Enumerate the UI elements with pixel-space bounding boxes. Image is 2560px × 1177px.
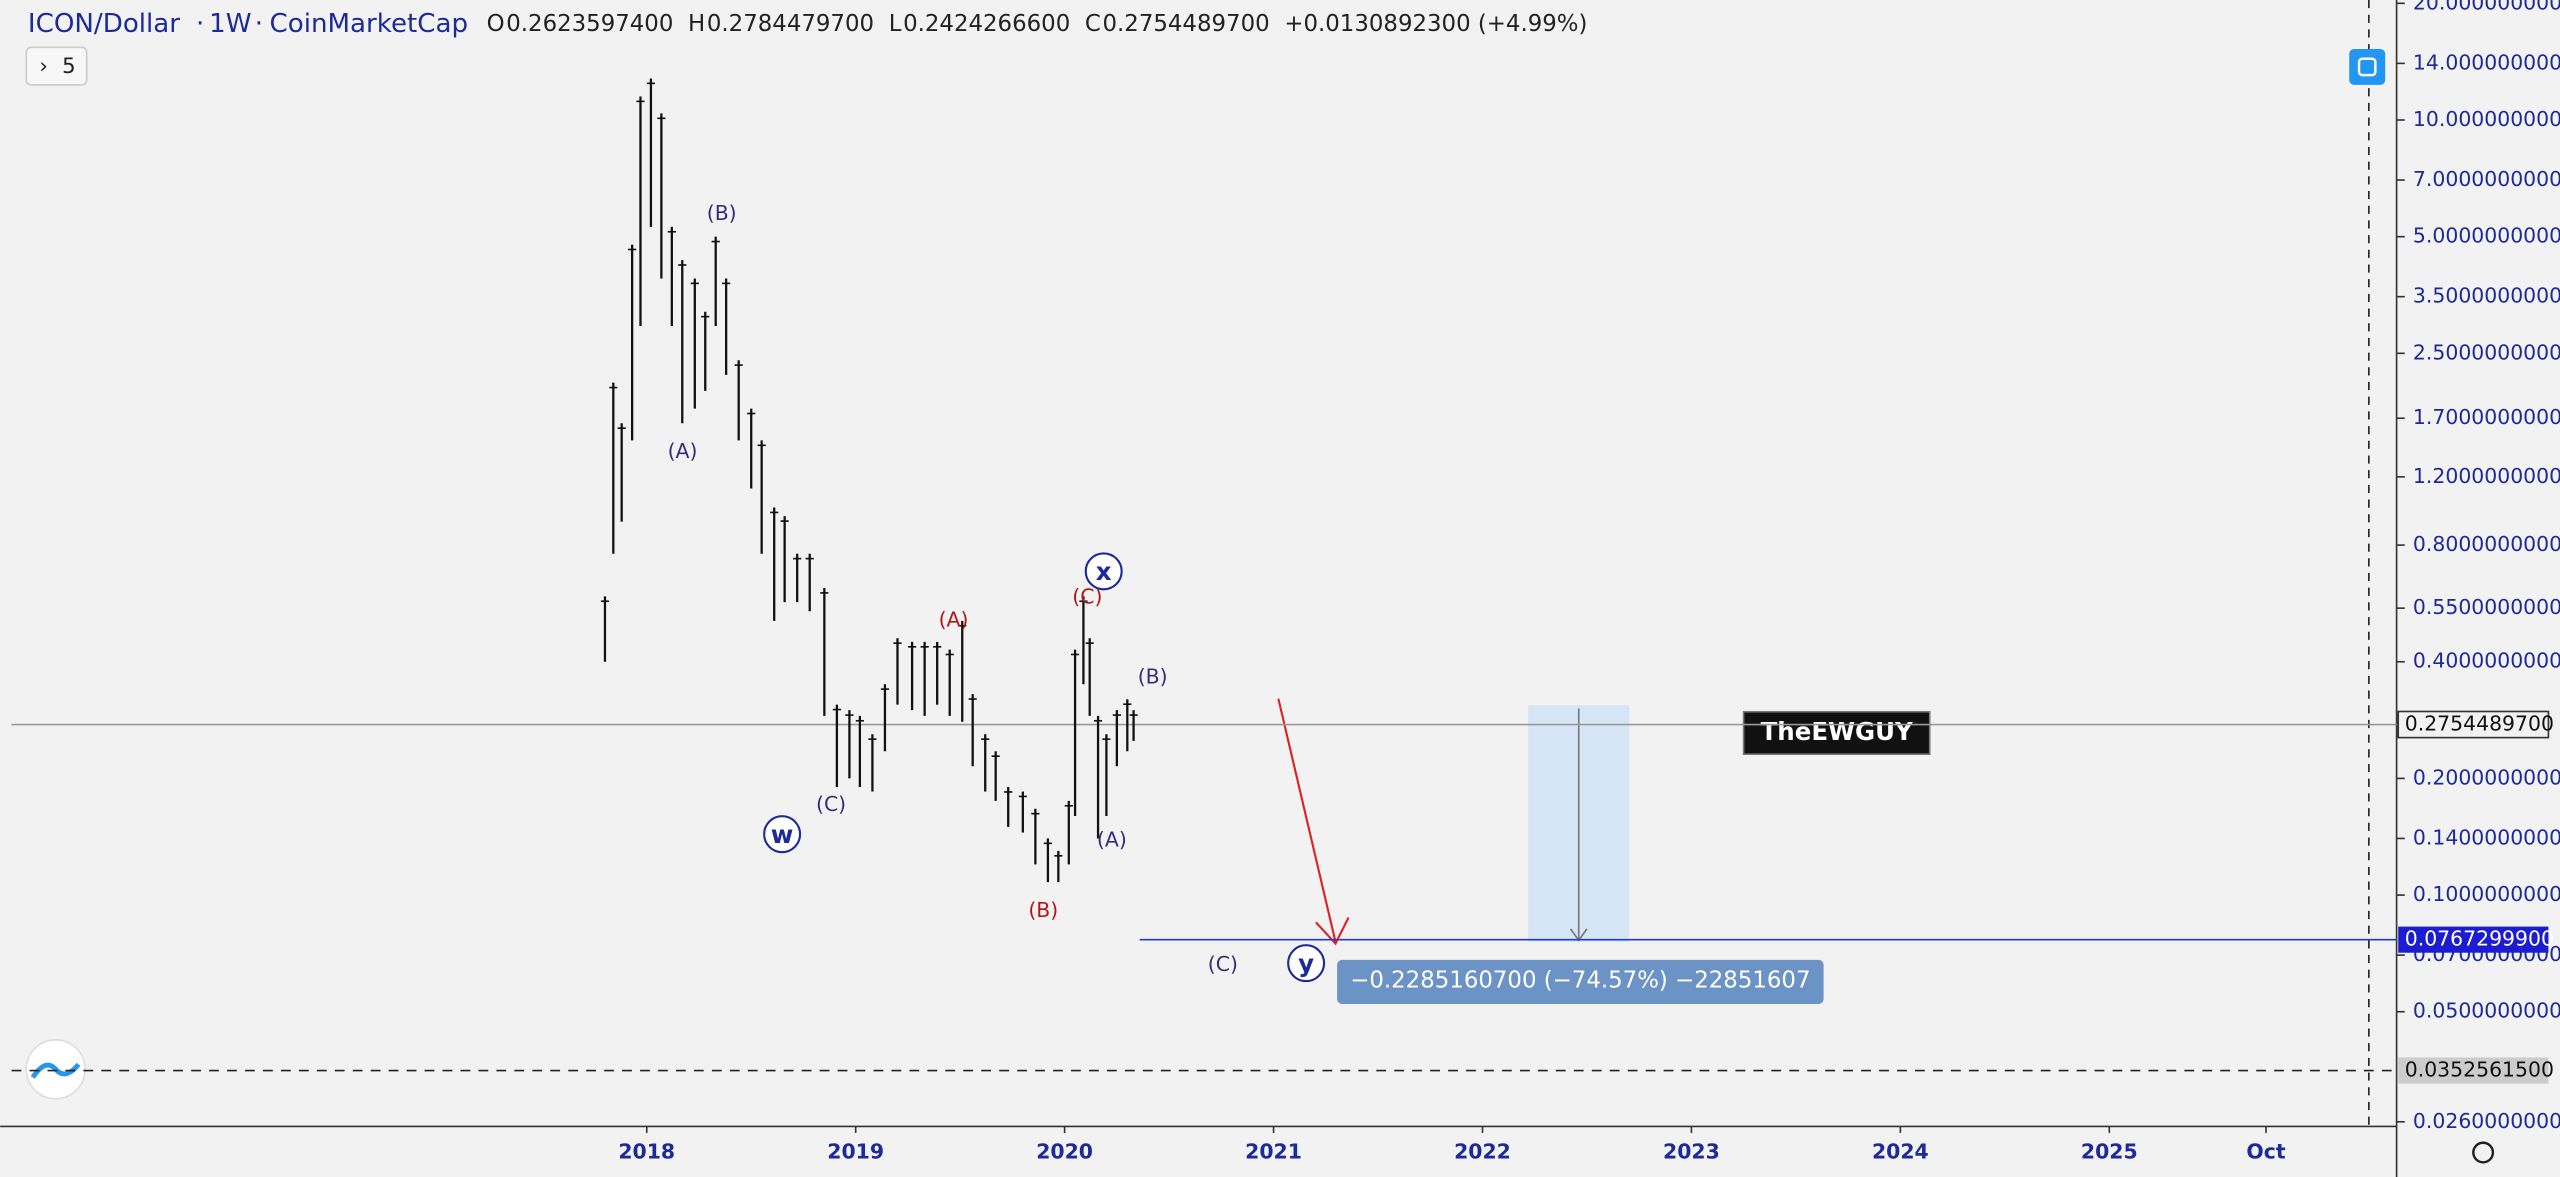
indicator-toggle[interactable]: [25, 46, 88, 86]
price-label: 0.2754489700: [2405, 712, 2554, 736]
y-tick-label: 1.7000000000: [2413, 405, 2560, 429]
y-tick-label: 0.5500000000: [2413, 595, 2560, 619]
settings-icon[interactable]: [2472, 1141, 2495, 1164]
symbol: ICON/Dollar: [28, 9, 180, 39]
x-tick-label: 2018: [618, 1140, 675, 1164]
measure-label-box: [1337, 959, 1824, 1004]
ohlc-value: 0.2623597400: [506, 11, 673, 37]
y-tick-label: 10.0000000000: [2413, 107, 2560, 131]
y-tick-label: 2.5000000000: [2413, 340, 2560, 364]
y-tick-label: 1.2000000000: [2413, 464, 2560, 488]
x-tick-label: 2022: [1454, 1140, 1511, 1164]
header: ICON/Dollar · 1W · CoinMarketCap O 0.2623…: [28, 9, 1588, 39]
watermark: TheEWGUY: [1761, 717, 1913, 746]
y-tick-label: 0.0260000000: [2413, 1109, 2560, 1133]
watermark-box: [1742, 710, 1931, 756]
y-tick-label: 0.2000000000: [2413, 765, 2560, 789]
dot: ·: [255, 9, 263, 39]
wave-label: (C): [816, 792, 846, 816]
ohlc-label: O: [487, 11, 505, 37]
x-tick-label: 2020: [1036, 1140, 1093, 1164]
wave-circle: [1084, 552, 1123, 591]
y-tick-label: 7.0000000000: [2413, 167, 2560, 191]
wave-circle: [1287, 944, 1326, 983]
ohlc-value: 0.2784479700: [707, 11, 874, 37]
ohlc-label: H: [688, 11, 705, 37]
ohlc-value: 0.2754489700: [1103, 11, 1270, 37]
wave-label: (C): [1208, 952, 1238, 976]
price-label-box: [2398, 1057, 2549, 1084]
measure-label: −0.2285160700 (−74.57%) −22851607: [1350, 968, 1810, 994]
x-tick-label: 2019: [827, 1140, 884, 1164]
ohlc-label: C: [1085, 11, 1101, 37]
interval: 1W: [209, 9, 251, 39]
wave-label: (B): [707, 201, 737, 225]
y-tick-label: 14.0000000000: [2413, 50, 2560, 74]
x-tick-label: 2023: [1663, 1140, 1720, 1164]
chevron: ›: [39, 54, 48, 79]
y-tick-label: 0.1000000000: [2413, 882, 2560, 906]
wave-label: (B): [1028, 898, 1058, 922]
x-tick-label: 2021: [1245, 1140, 1302, 1164]
price-label: 0.0352561500: [2405, 1058, 2554, 1082]
logo-mark: [30, 1062, 81, 1079]
y-tick-label: 0.1400000000: [2413, 825, 2560, 849]
wave-label: (A): [939, 607, 969, 631]
y-tick-label: 3.5000000000: [2413, 284, 2560, 308]
scale-icon: [2357, 57, 2377, 77]
y-tick-label: 20.0000000000: [2413, 0, 2560, 14]
x-tick-label: 2024: [1872, 1140, 1929, 1164]
projection-arrowhead: [1315, 916, 1350, 946]
wave-label-circled: w: [771, 820, 794, 849]
wave-label: (A): [668, 439, 698, 463]
y-tick-label: 0.0500000000: [2413, 999, 2560, 1023]
price-label-box: [2397, 710, 2550, 739]
wave-label: (B): [1138, 664, 1168, 688]
source: CoinMarketCap: [270, 9, 469, 39]
scale-button[interactable]: [2349, 48, 2386, 85]
wave-circle: [763, 815, 802, 854]
y-tick-label: 0.4000000000: [2413, 649, 2560, 673]
x-tick-label: Oct: [2246, 1140, 2285, 1164]
ohlc-value: 0.2424266600: [903, 11, 1070, 37]
projection-arrow: [1277, 698, 1337, 943]
dot: ·: [196, 9, 204, 39]
price-label-box: [2398, 926, 2549, 953]
x-tick-label: 2025: [2081, 1140, 2138, 1164]
wave-label: (A): [1097, 828, 1127, 852]
indicator-count: 5: [62, 54, 76, 79]
wave-label-circled: y: [1298, 949, 1314, 978]
ohlc-label: L: [889, 11, 902, 37]
price-label: 0.0767299900: [2405, 927, 2554, 951]
y-tick-label: 5.0000000000: [2413, 224, 2560, 248]
wave-label-circled: x: [1096, 557, 1112, 586]
price-axis-panel: [2396, 0, 2560, 1177]
y-tick-label: 0.8000000000: [2413, 532, 2560, 556]
change: +0.0130892300 (+4.99%): [1284, 11, 1587, 37]
